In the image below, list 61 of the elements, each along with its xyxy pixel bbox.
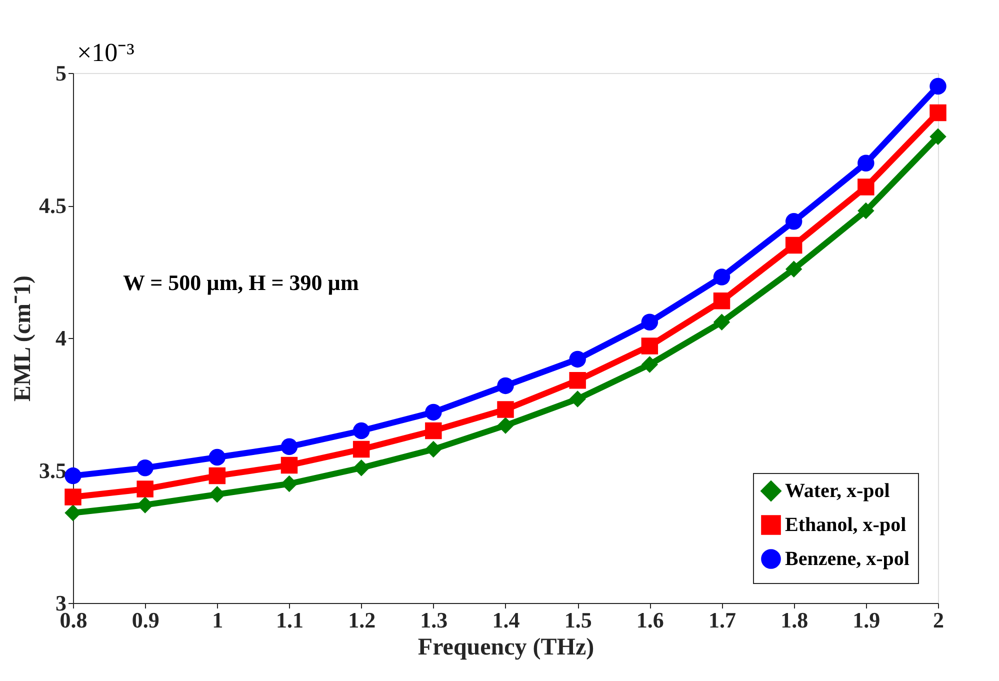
x-tick-label: 0.9 [132, 608, 160, 632]
x-axis-title: Frequency (THz) [418, 634, 594, 660]
point [352, 459, 370, 476]
legend-label: Ethanol, x-pol [785, 514, 907, 536]
y-tick-label: 3.5 [39, 458, 66, 483]
point [425, 404, 442, 421]
y-axis-title: EML (cm⁻1) [10, 276, 36, 402]
point [785, 236, 802, 254]
legend-label: Water, x-pol [785, 480, 890, 502]
y-tick-label: 4.5 [39, 193, 66, 218]
text: ×10⁻³ [77, 38, 135, 67]
point [785, 213, 802, 230]
point [858, 202, 874, 220]
point [569, 350, 586, 368]
point [641, 338, 658, 354]
point [713, 314, 730, 330]
x-tick-label: 1.5 [564, 608, 592, 632]
x-tick-label: 1.9 [852, 608, 880, 632]
point [208, 467, 226, 484]
point [136, 460, 154, 476]
x-tick-label: 1.3 [420, 608, 448, 632]
point [641, 356, 658, 373]
point [208, 448, 226, 466]
point [497, 401, 514, 418]
point [569, 390, 586, 408]
point [136, 496, 154, 514]
point [136, 480, 154, 498]
x-tick-label: 2 [933, 608, 944, 632]
point [930, 78, 946, 95]
point [497, 377, 514, 394]
annotation: W = 500 µm, H = 390 µm [123, 270, 359, 295]
point [713, 268, 730, 286]
y-tick-label: 4 [56, 326, 66, 350]
point [858, 178, 874, 196]
point [930, 128, 946, 145]
point [280, 456, 298, 474]
point [569, 372, 586, 389]
point [280, 438, 298, 455]
x-tick-label: 1.2 [348, 608, 376, 632]
x-tick-label: 1 [212, 608, 224, 632]
point [425, 422, 442, 440]
x-tick-label: 1.6 [636, 608, 664, 632]
point [497, 417, 514, 434]
point [785, 260, 802, 278]
x-tick-label: 1.4 [492, 608, 520, 632]
point [858, 154, 874, 172]
point [352, 422, 370, 440]
point [64, 488, 82, 506]
x-tick-label: 1.8 [780, 608, 808, 632]
point [280, 475, 298, 492]
point [641, 314, 658, 330]
y-tick-label: 5 [56, 60, 66, 86]
legend-label: Benzene, x-pol [785, 548, 910, 570]
point [930, 104, 946, 122]
x-tick-label: 1.1 [276, 608, 304, 632]
point [713, 292, 730, 310]
point [64, 504, 82, 522]
x-tick-label: 1.7 [708, 608, 736, 632]
point [425, 440, 442, 458]
point [352, 440, 370, 458]
point [64, 467, 82, 484]
